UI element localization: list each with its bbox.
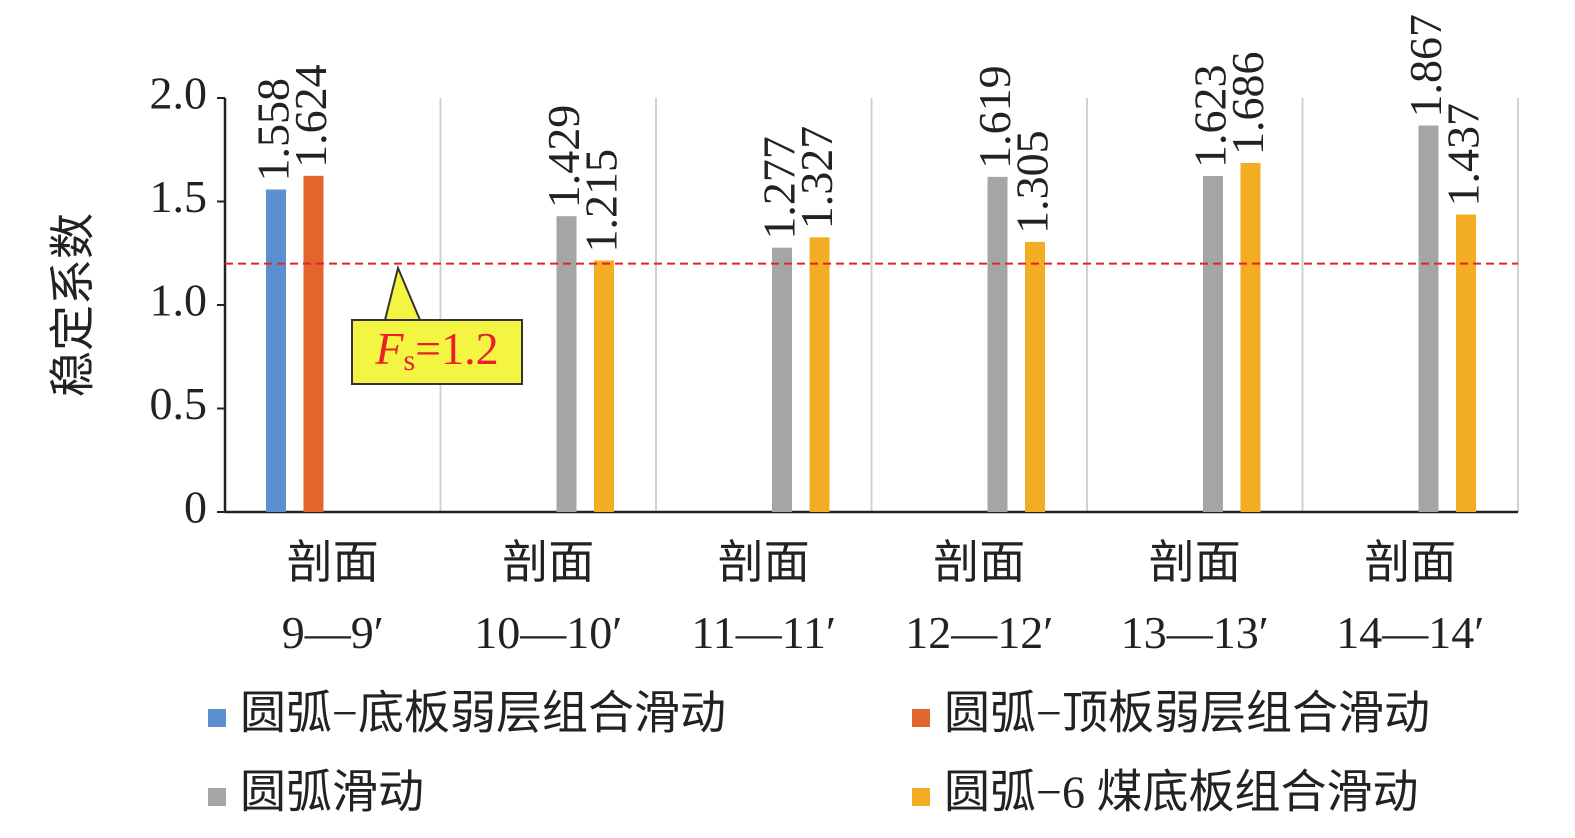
value-label: 1.429: [538, 105, 589, 209]
bar: [556, 216, 577, 512]
annotation-part: s: [403, 344, 415, 377]
y-tick-label: 0: [184, 482, 207, 533]
y-tick-label: 1.0: [150, 275, 208, 326]
legend-label: 圆弧滑动: [240, 767, 424, 818]
bar: [266, 189, 286, 512]
annotation-part: =1.2: [415, 323, 498, 374]
value-label: 1.623: [1185, 65, 1236, 169]
value-label: 1.327: [791, 126, 842, 230]
x-tick-label: 剖面 13—13′: [1121, 537, 1269, 658]
x-tick-label: 剖面 14—14′: [1336, 537, 1484, 658]
bar: [1203, 176, 1223, 512]
value-label: 1.437: [1438, 103, 1489, 207]
x-tick-label: 剖面 11—11′: [691, 537, 836, 658]
x-tick-label: 剖面 9—9′: [282, 537, 384, 658]
value-label: 1.277: [754, 136, 805, 240]
value-label: 1.558: [248, 78, 299, 182]
value-label: 1.619: [969, 65, 1020, 169]
annotation-part: F: [374, 323, 404, 374]
legend-label: 圆弧−6 煤底板组合滑动: [944, 767, 1418, 818]
value-label: 1.686: [1222, 51, 1273, 155]
legend-label: 圆弧−底板弱层组合滑动: [240, 688, 726, 739]
y-tick-label: 2.0: [150, 68, 208, 119]
x-tick-label: 剖面 10—10′: [474, 537, 622, 658]
x-tick-label: 剖面 12—12′: [905, 537, 1053, 658]
y-tick-label: 1.5: [150, 171, 208, 222]
legend-swatch: [208, 709, 226, 727]
bar: [1240, 162, 1261, 513]
bar: [303, 175, 324, 512]
value-label: 1.624: [285, 64, 336, 168]
value-label: 1.215: [576, 149, 627, 253]
bar: [809, 237, 830, 512]
legend-swatch: [208, 788, 226, 806]
value-label: 1.305: [1007, 130, 1058, 234]
bar: [1456, 214, 1476, 512]
annotation-box: [351, 264, 523, 385]
y-axis-label: 稳定系数: [48, 213, 99, 397]
y-tick-label: 0.5: [150, 378, 208, 429]
bar: [987, 176, 1008, 512]
annotation: Fs=1.2: [374, 323, 498, 377]
legend-swatch: [912, 788, 930, 806]
bar: [1418, 125, 1439, 512]
value-label: 1.867: [1400, 14, 1451, 118]
bar: [772, 247, 792, 512]
legend-label: 圆弧−顶板弱层组合滑动: [944, 688, 1430, 739]
legend-swatch: [912, 709, 930, 727]
bar: [594, 260, 614, 512]
bar: [1025, 241, 1045, 513]
